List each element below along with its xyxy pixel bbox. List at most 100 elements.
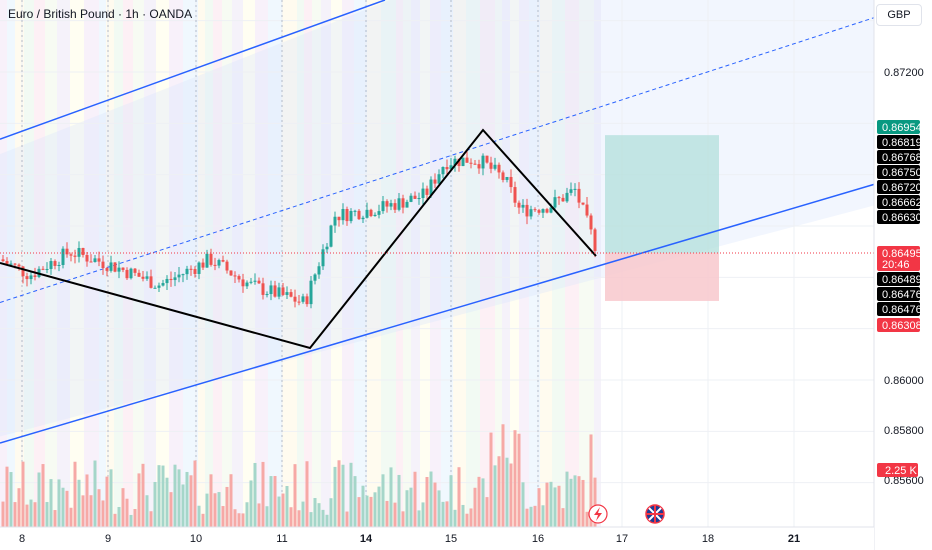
volume-bar — [33, 502, 37, 527]
candle-body — [197, 262, 201, 274]
regression-channel[interactable] — [0, 0, 875, 444]
candle-body — [53, 261, 57, 266]
volume-bar — [129, 514, 133, 527]
session-band — [331, 0, 342, 527]
pattern-drawing[interactable] — [0, 128, 874, 350]
volume-bar — [165, 477, 169, 527]
candle-body — [433, 179, 437, 184]
candle-body — [353, 210, 357, 212]
volume-bar — [589, 434, 593, 527]
volume-bar — [153, 481, 157, 527]
long-position-tool[interactable] — [605, 135, 719, 301]
session-band — [396, 0, 403, 527]
session-band — [282, 0, 297, 527]
candle-body — [165, 278, 169, 284]
time-axis[interactable]: 8 9 10 11 14 15 16 17 18 21 — [0, 526, 874, 550]
candle-body — [537, 210, 541, 213]
candle-body — [557, 197, 561, 199]
volume-bar — [181, 484, 185, 527]
volume-bar — [433, 482, 437, 527]
volume-bar — [173, 464, 177, 527]
session-band — [430, 0, 441, 527]
time-tick-label: 8 — [19, 533, 25, 545]
currency-button[interactable]: GBP — [876, 4, 922, 26]
candle-body — [469, 162, 473, 164]
session-band — [123, 0, 133, 527]
symbol-legend[interactable]: Euro / British Pound · 1h · OANDA — [8, 7, 193, 21]
volume-bar — [189, 475, 193, 527]
candle-body — [341, 208, 345, 221]
candle-body — [233, 275, 237, 277]
candle-body — [529, 209, 533, 217]
volume-bar — [493, 465, 497, 527]
candle-body — [109, 262, 113, 271]
price-label-box — [877, 302, 920, 316]
volume-bar — [193, 460, 197, 527]
flash-icon — [588, 504, 608, 524]
volume-bar — [549, 481, 553, 527]
flash-icon-bolt — [594, 507, 602, 521]
candle-body — [13, 263, 17, 265]
candle-body — [301, 296, 305, 302]
price-label-box — [877, 180, 920, 194]
candle-body — [333, 216, 337, 226]
volume-bar — [257, 503, 261, 527]
volume-bar — [241, 513, 245, 527]
channel-fill — [0, 0, 874, 437]
session-band — [183, 0, 198, 527]
volume-bar — [385, 500, 389, 527]
candle-body — [141, 276, 145, 279]
price-label: 20:46 — [882, 259, 910, 271]
candle-body — [445, 167, 449, 170]
session-band — [466, 0, 480, 527]
volume-bar — [557, 485, 561, 527]
volume-bar — [217, 492, 221, 527]
candle-body — [209, 253, 213, 265]
volume-bar — [197, 505, 201, 527]
candle-body — [289, 292, 293, 297]
candle-body — [569, 189, 573, 193]
volume-bar — [13, 502, 17, 527]
candle-body — [509, 176, 513, 188]
candle-body — [21, 266, 25, 277]
price-axis[interactable]: 0.87200 0.86000 0.85800 0.85600 0.86954 0.868… — [873, 0, 932, 550]
volume-bar — [593, 477, 597, 527]
chart-icons[interactable] — [588, 504, 665, 524]
candle-body — [173, 277, 177, 281]
session-band — [232, 0, 243, 527]
candle-body — [417, 198, 421, 200]
price-label-box — [877, 318, 920, 332]
candle-body — [229, 270, 233, 276]
session-band — [367, 0, 381, 527]
price-label-box — [877, 135, 920, 149]
candle-body — [1, 259, 5, 262]
time-tick-label: 21 — [788, 533, 800, 545]
candle-body — [497, 164, 501, 173]
session-band — [297, 0, 304, 527]
volume-bar — [97, 489, 101, 527]
volume-bar — [245, 502, 249, 527]
candle-body — [249, 281, 253, 283]
time-tick-label: 15 — [445, 533, 457, 545]
volume-bar — [361, 485, 365, 527]
candle-body — [61, 248, 65, 265]
volume-bar — [465, 513, 469, 527]
volume-bar — [149, 511, 153, 527]
volume-bar — [437, 490, 441, 527]
price-label: 0.86630 — [882, 212, 922, 224]
candle-body — [313, 274, 317, 281]
volume-bar — [89, 495, 93, 527]
time-tick-label: 9 — [105, 533, 111, 545]
candle-body — [465, 157, 469, 163]
volume-bar — [213, 493, 217, 527]
volume-bar — [69, 507, 73, 527]
price-tick-label: 0.85600 — [884, 475, 924, 487]
volume-bar — [125, 498, 129, 527]
volume-bar — [205, 493, 209, 527]
volume-bar — [157, 465, 161, 527]
volume-bar — [273, 476, 277, 527]
volume-bar — [461, 504, 465, 527]
volume-bar — [581, 479, 585, 527]
volume-bar — [137, 473, 141, 527]
